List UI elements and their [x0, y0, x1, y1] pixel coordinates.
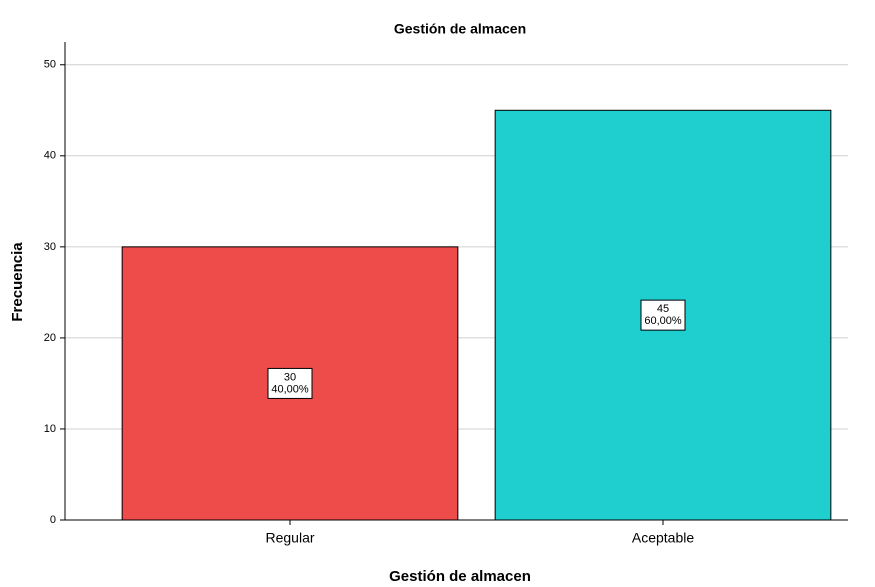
y-tick-label: 40 — [44, 150, 56, 162]
data-label-percent: 40,00% — [271, 383, 309, 395]
data-label-box — [267, 367, 313, 399]
x-tick-label: Regular — [265, 530, 314, 546]
y-tick-label: 10 — [44, 423, 56, 435]
data-label-percent: 60,00% — [644, 315, 682, 327]
data-label-value: 30 — [284, 371, 296, 383]
chart-title: Gestión de almacen — [394, 21, 526, 37]
y-tick-label: 0 — [50, 514, 56, 526]
x-axis-title: Gestión de almacen — [389, 568, 531, 585]
y-axis-title: Frecuencia — [9, 242, 26, 322]
y-tick-label: 20 — [44, 332, 56, 344]
y-tick-label: 30 — [44, 241, 56, 253]
data-label-box — [640, 299, 686, 331]
y-tick-label: 50 — [44, 59, 56, 71]
x-tick-label: Aceptable — [632, 530, 694, 546]
data-label-value: 45 — [657, 303, 669, 315]
